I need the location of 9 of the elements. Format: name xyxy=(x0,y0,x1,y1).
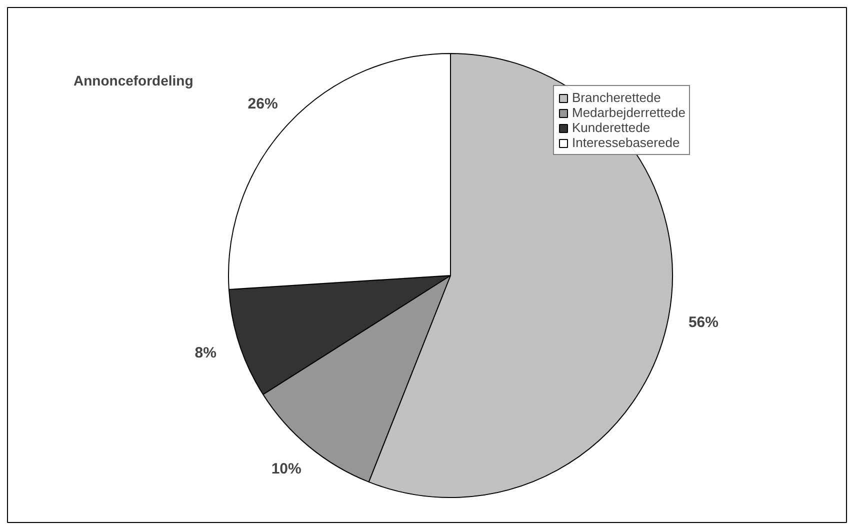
data-label: 8% xyxy=(194,344,216,362)
legend-label: Interessebaserede xyxy=(572,135,680,150)
data-label: 26% xyxy=(248,95,278,112)
legend-label: Kunderettede xyxy=(572,120,650,135)
data-label: 10% xyxy=(271,460,302,478)
data-label: 56% xyxy=(688,314,718,332)
legend-label: Medarbejderrettede xyxy=(572,105,686,120)
text: Annoncefordeling xyxy=(74,72,194,88)
legend-label: Brancherettede xyxy=(572,90,661,105)
